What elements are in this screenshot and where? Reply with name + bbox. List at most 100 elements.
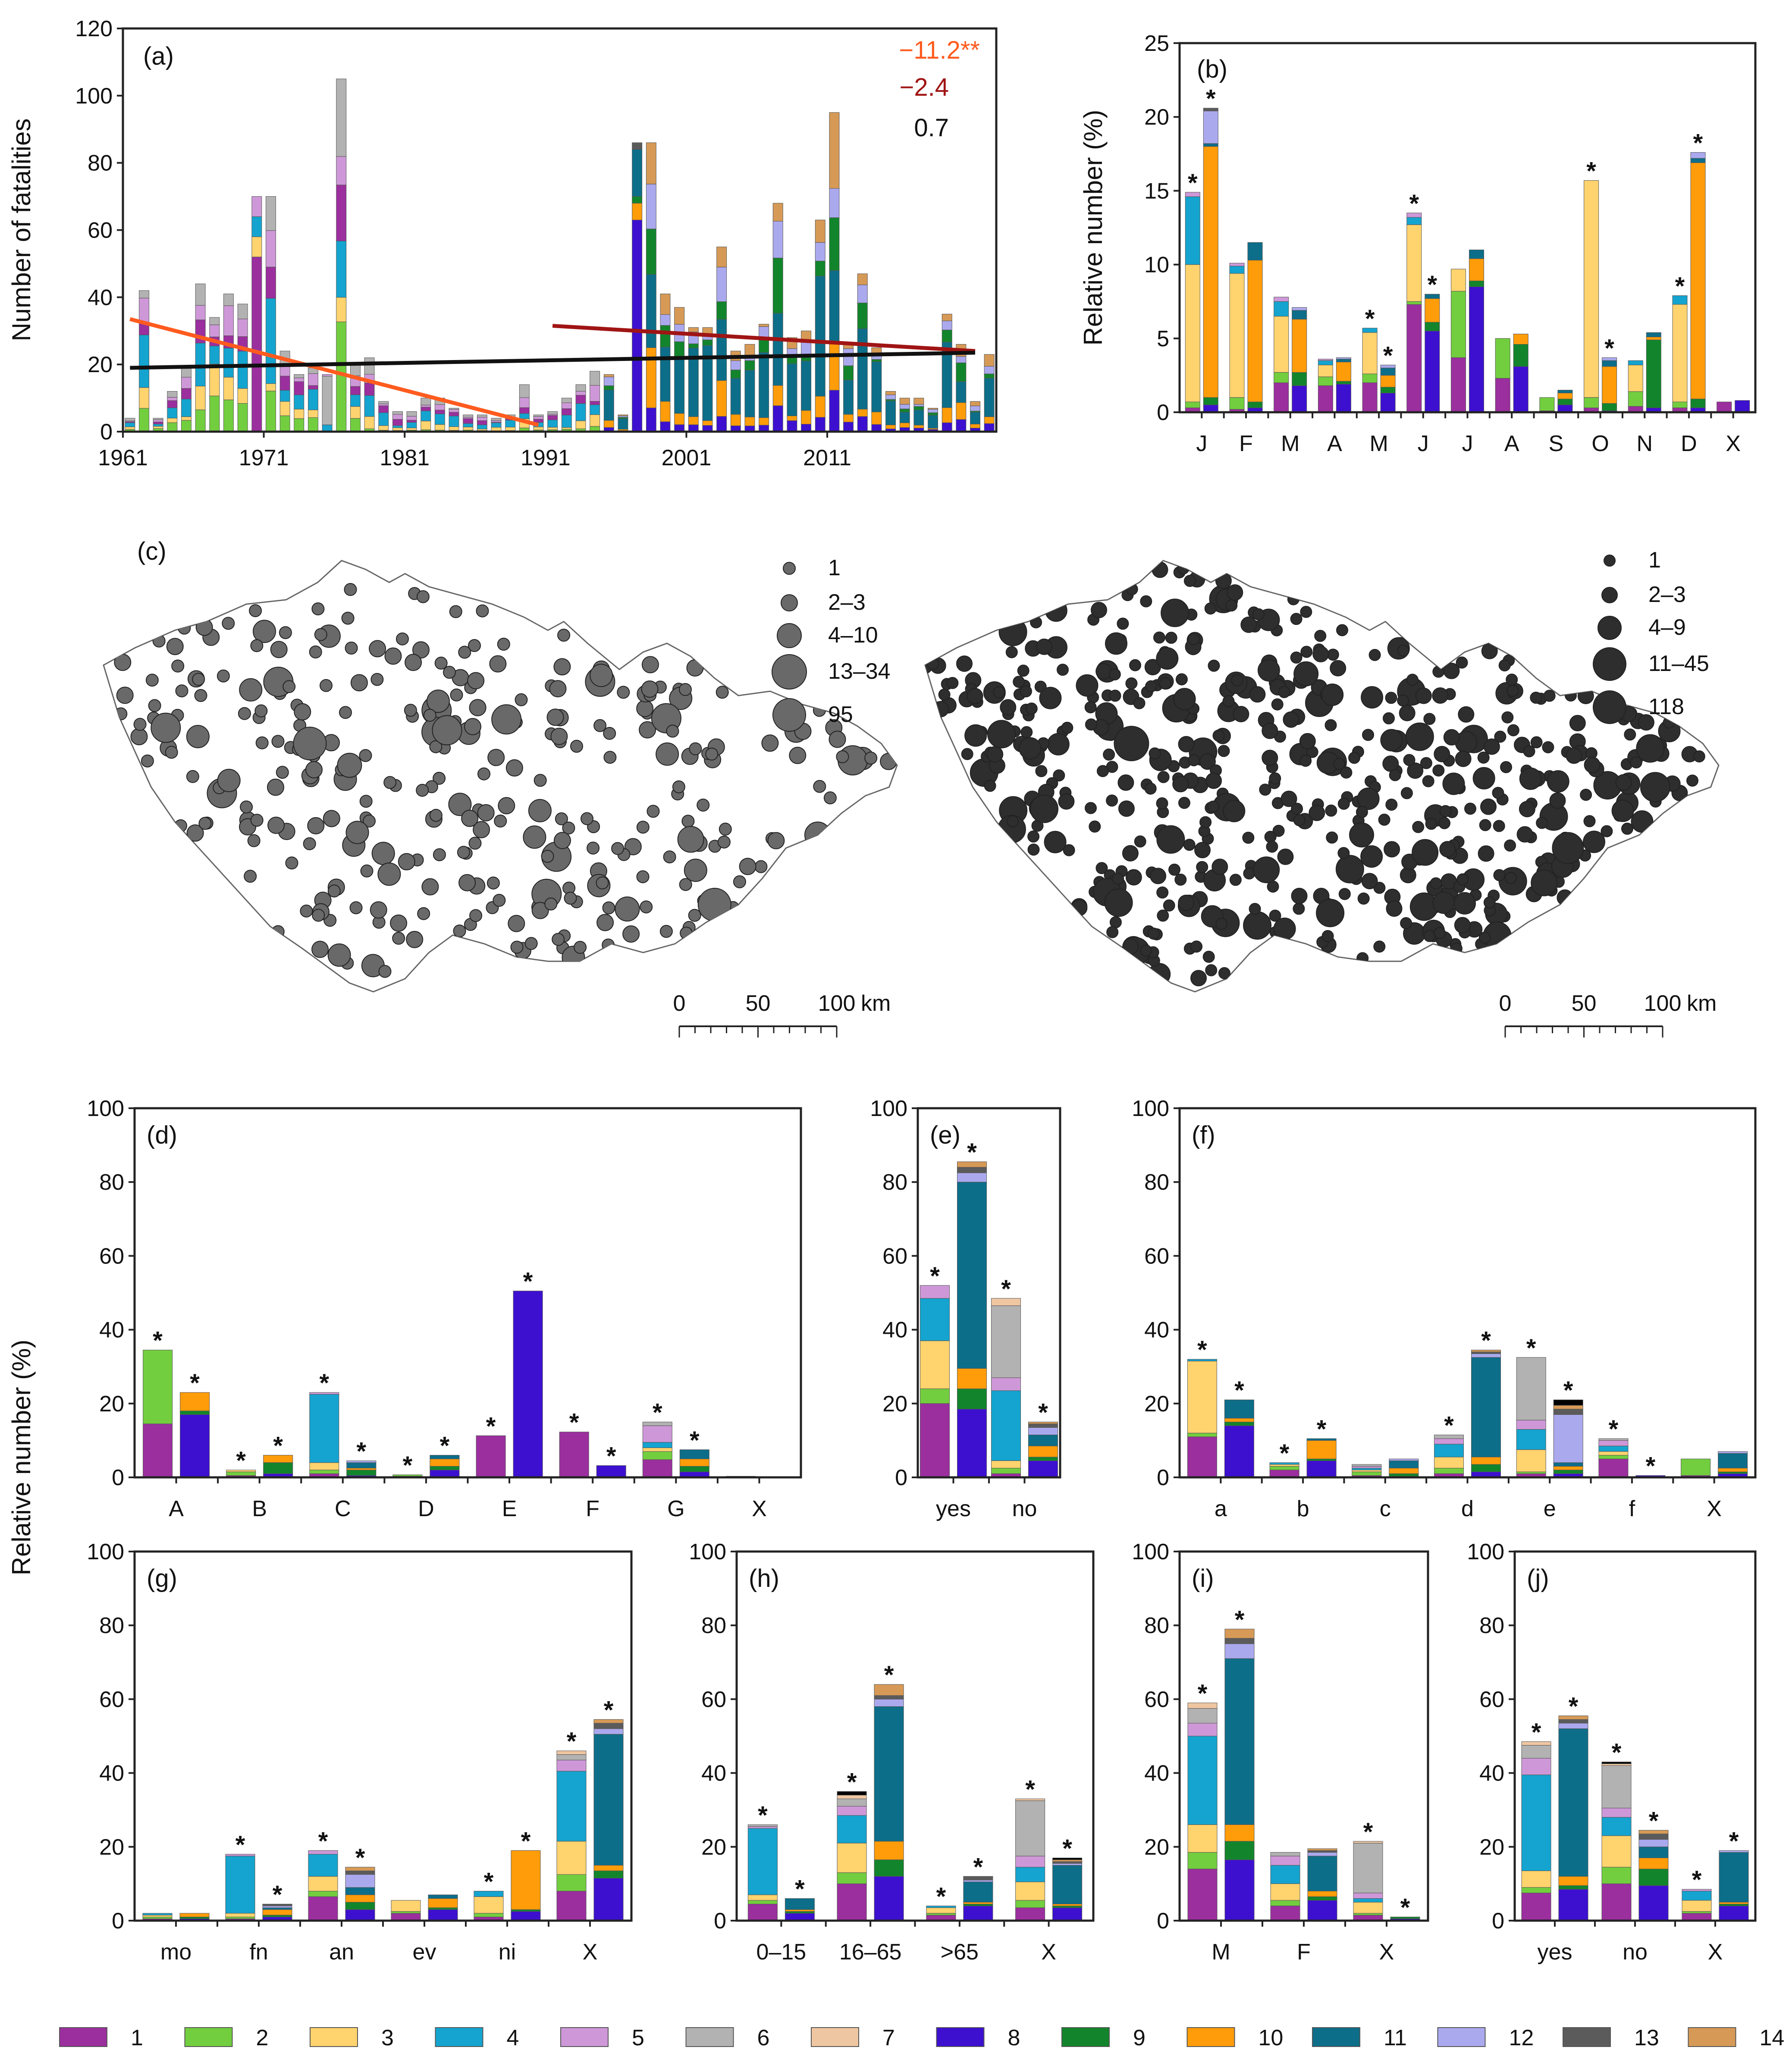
bar-1980-segment-1 <box>392 419 403 426</box>
map-right-fatality-dot <box>1240 616 1257 633</box>
map-left-fatality-dot <box>339 706 352 719</box>
map-right-fatality-dot <box>1147 928 1160 940</box>
map-left-fatality-dot <box>553 832 571 849</box>
bar-2005-segment-14 <box>744 344 755 356</box>
bar-1982-segment-1 <box>421 407 431 411</box>
map-right-fatality-dot <box>1601 825 1613 837</box>
panel-b-bar-4-1-seg-8 <box>1380 393 1396 413</box>
map-right-fatality-dot <box>1631 810 1654 833</box>
map-left-fatality-dot <box>846 849 869 873</box>
panel-b-significance-star: * <box>1188 169 1198 197</box>
panel-f-significance-star: * <box>1481 1327 1491 1355</box>
bar-1992-segment-3 <box>561 427 572 429</box>
map-right-fatality-dot <box>1399 705 1416 721</box>
map-right-fatality-dot <box>1190 970 1207 987</box>
panel-b-bar-6-0-seg-3 <box>1451 269 1466 292</box>
bar-1961-segment-6 <box>125 418 135 421</box>
panel-b-bar-12-1-seg-8 <box>1735 400 1750 413</box>
panel-a-xtick-label: 1991 <box>521 445 571 470</box>
panel-d-xtick-label: B <box>252 1496 267 1521</box>
map-right-fatality-dot <box>1500 761 1512 773</box>
map-right-fatality-dot <box>1507 684 1519 697</box>
trend-label-1991-2021: −2.4 <box>900 73 949 101</box>
panel-h-bar-1-0-seg-2 <box>837 1872 867 1884</box>
bar-1964-segment-4 <box>167 408 178 419</box>
bar-2013-segment-10 <box>857 409 868 417</box>
map-right-fatality-dot <box>1259 784 1271 796</box>
panel-i-xtick-label: M <box>1211 1940 1230 1965</box>
map-right-fatality-dot <box>1013 676 1025 688</box>
panel-d-xtick-label: G <box>667 1496 684 1521</box>
bar-1981-segment-4 <box>406 422 417 428</box>
panel-f-bar-3-0-seg-2 <box>1434 1468 1464 1474</box>
bar-2017-segment-9 <box>913 406 924 411</box>
map-left-fatality-dot <box>587 841 600 855</box>
map-left-fatality-dot <box>719 822 732 836</box>
map-left-fatality-dot <box>617 686 630 699</box>
map-left-fatality-dot <box>498 797 515 815</box>
panel-g: mo * * fn * * an ev * * ni * * X 0 20 40 60 80 100 (g) <box>87 1539 633 1965</box>
panel-h-frame <box>735 1550 1095 1922</box>
bar-1997-segment-10 <box>632 203 643 220</box>
map-left-fatality-dot <box>497 637 510 651</box>
map-right-fatality-dot <box>1157 909 1169 922</box>
map-right-fatality-dot <box>1177 562 1190 575</box>
bar-1998-segment-14 <box>646 142 656 185</box>
panel-g-bar-5-1-seg-10 <box>593 1865 624 1871</box>
panel-h-bar-1-0-seg-5 <box>837 1806 867 1816</box>
map-right-fatality-dot <box>1380 729 1403 752</box>
panel-b-bar-3-1-seg-11 <box>1336 359 1351 363</box>
panel-h-bar-1-1-seg-11 <box>874 1706 904 1842</box>
panel-g-bar-5-0-seg-2 <box>556 1874 587 1891</box>
map-right-fatality-dot <box>1432 764 1445 777</box>
map-left-fatality-dot <box>311 940 329 958</box>
panel-j-ytick-label: 60 <box>1479 1687 1504 1712</box>
map-left-fatality-dot <box>145 674 159 687</box>
map-right-fatality-dot <box>998 618 1027 646</box>
bar-1990-segment-1 <box>533 419 544 423</box>
map-left-fatality-dot <box>717 835 731 849</box>
panel-j-bar-0-1-seg-8 <box>1558 1889 1588 1921</box>
map-right-fatality-dot <box>1257 659 1280 682</box>
panel-j-ytick-label: 40 <box>1479 1761 1504 1786</box>
panel-b-bar-0-1-seg-8 <box>1203 404 1218 413</box>
bar-1982-segment-5 <box>421 404 431 408</box>
map-left-fatality-dot <box>377 862 401 886</box>
map-right-fatality-dot <box>1293 903 1305 915</box>
panel-f-ytick-label: 100 <box>1132 1096 1169 1121</box>
bar-1980-segment-5 <box>392 414 403 420</box>
map-left-fatality-dot <box>323 810 340 828</box>
panel-g-ytick-label: 100 <box>87 1539 124 1564</box>
bar-1995-segment-14 <box>603 374 614 377</box>
map-right-legend-dot <box>1598 616 1622 640</box>
panel-d-ytick-label: 80 <box>99 1170 124 1195</box>
bar-1999-segment-12 <box>660 314 671 326</box>
map-right-fatality-dot <box>1384 841 1400 858</box>
map-left-fatality-dot <box>434 656 448 670</box>
map-left-fatality-dot <box>656 742 679 766</box>
panel-d-bar-6-1-seg-9 <box>679 1466 709 1472</box>
panel-h-significance-star: * <box>884 1661 894 1689</box>
map-right-fatality-dot <box>1386 900 1403 917</box>
bar-2011-segment-11 <box>829 270 840 344</box>
panel-i-label: (i) <box>1192 1564 1214 1592</box>
map-right-fatality-dot <box>1027 843 1040 856</box>
bar-2003-segment-9 <box>716 301 727 320</box>
map-right-fatality-dot <box>1000 699 1017 716</box>
map-right-fatality-dot <box>1290 613 1303 625</box>
panel-f-bar-3-0-seg-4 <box>1434 1444 1464 1458</box>
map-left-fatality-dot <box>349 901 363 915</box>
bar-1966-segment-3 <box>195 386 206 410</box>
map-right-fatality-dot <box>1412 839 1439 866</box>
bar-1980-segment-6 <box>392 411 403 415</box>
map-right-fatality-dot <box>1293 661 1319 686</box>
panel-f-bar-0-1-seg-10 <box>1224 1418 1254 1423</box>
bar-1983-segment-3 <box>434 424 445 430</box>
panel-b-bar-3-1-seg-9 <box>1336 381 1351 385</box>
map-right-fatality-dot <box>1205 964 1218 976</box>
map-right-fatality-dot <box>1373 940 1386 953</box>
panel-i-significance-star: * <box>1198 1680 1208 1708</box>
map-right-fatality-dot <box>1269 772 1281 785</box>
panel-f-bar-1-0-seg-1 <box>1269 1470 1299 1478</box>
panel-a-trend-lines <box>129 317 976 427</box>
